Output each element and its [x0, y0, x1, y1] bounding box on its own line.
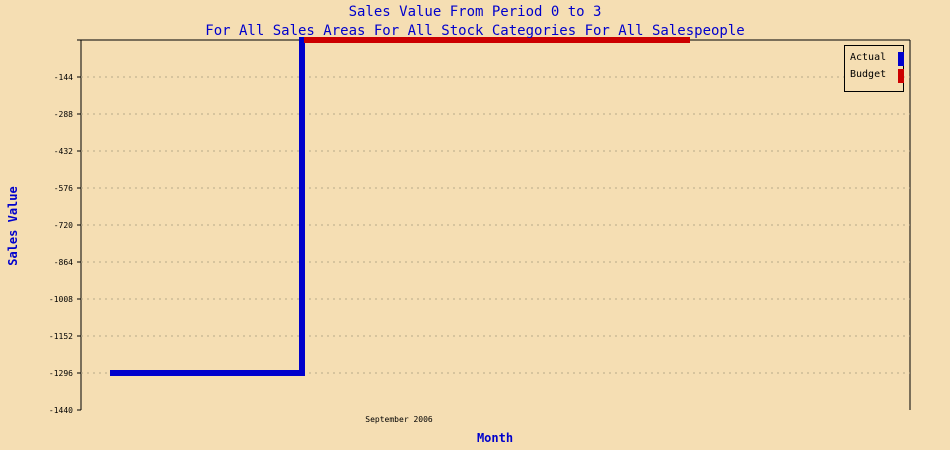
- y-tick-label: -864: [54, 258, 73, 267]
- series-line-actual: [110, 37, 690, 376]
- y-tick-label: -1008: [49, 295, 73, 304]
- legend-swatch-budget: [898, 69, 904, 83]
- legend: Actual Budget: [844, 45, 904, 92]
- chart-title: Sales Value From Period 0 to 3: [348, 4, 602, 20]
- y-tick-label: -1440: [49, 406, 73, 415]
- x-axis-label: Month: [476, 431, 514, 445]
- y-tick-label: -576: [54, 184, 73, 193]
- y-tick-label: -720: [54, 221, 73, 230]
- y-tick-label: -1152: [49, 332, 73, 341]
- x-tick-label: September 2006: [365, 415, 433, 424]
- legend-swatch-actual: [898, 52, 904, 66]
- y-tick-label: -288: [54, 110, 73, 119]
- y-axis-label: Sales Value: [6, 186, 20, 266]
- legend-label-budget: Budget: [850, 69, 887, 80]
- y-tick-label: -144: [54, 73, 73, 82]
- y-tick-label: -1296: [49, 369, 73, 378]
- legend-label-actual: Actual: [850, 52, 887, 63]
- y-tick-label: -432: [54, 147, 73, 156]
- chart-subtitle: For All Sales Areas For All Stock Catego…: [205, 23, 745, 39]
